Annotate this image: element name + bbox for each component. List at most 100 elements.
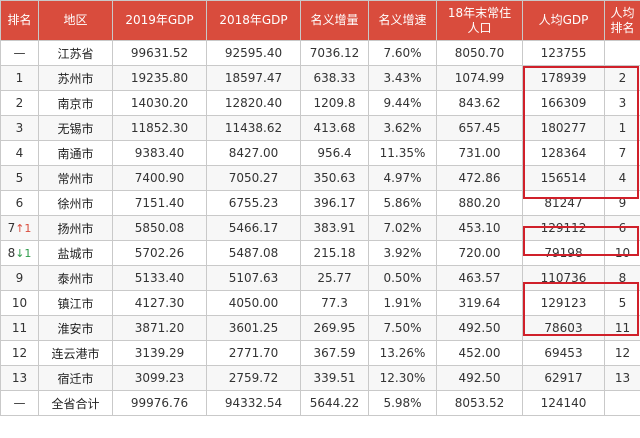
increment-cell: 1209.8 [300, 90, 369, 116]
region-cell: 镇江市 [38, 290, 113, 316]
gdp-2019-cell: 99631.52 [112, 40, 207, 66]
table-row: 9 泰州市 5133.40 5107.63 25.77 0.50% 463.57 110736… [0, 265, 640, 291]
rank-cell: 11 [0, 315, 39, 341]
per-capita-gdp-cell: 79198 [522, 240, 605, 266]
gdp-2018-cell: 6755.23 [206, 190, 301, 216]
per-capita-gdp-cell: 110736 [522, 265, 605, 291]
population-cell: 452.00 [436, 340, 523, 366]
header-population: 18年末常住 人口 [436, 0, 523, 41]
gdp-2018-cell: 11438.62 [206, 115, 301, 141]
population-cell: 1074.99 [436, 65, 523, 91]
region-cell: 南通市 [38, 140, 113, 166]
gdp-2018-cell: 5466.17 [206, 215, 301, 241]
growth-cell: 7.02% [368, 215, 437, 241]
increment-cell: 396.17 [300, 190, 369, 216]
rank-cell: — [0, 390, 39, 416]
population-cell: 463.57 [436, 265, 523, 291]
per-capita-gdp-cell: 129112 [522, 215, 605, 241]
header-per-capita-rank: 人均 排名 [604, 0, 640, 41]
per-capita-rank-cell: 10 [604, 240, 640, 266]
rank-cell: 1 [0, 65, 39, 91]
per-capita-rank-cell: 4 [604, 165, 640, 191]
growth-cell: 5.86% [368, 190, 437, 216]
growth-cell: 5.98% [368, 390, 437, 416]
rank-value: 8 [7, 246, 16, 260]
table-row: 6 徐州市 7151.40 6755.23 396.17 5.86% 880.20 81247… [0, 190, 640, 216]
gdp-2018-cell: 2759.72 [206, 365, 301, 391]
gdp-2018-cell: 4050.00 [206, 290, 301, 316]
population-cell: 8050.70 [436, 40, 523, 66]
rank-cell: 8↓1 [0, 240, 39, 266]
rank-cell: 3 [0, 115, 39, 141]
per-capita-rank-cell: 5 [604, 290, 640, 316]
table-row: — 江苏省 99631.52 92595.40 7036.12 7.60% 8050.70 1… [0, 40, 640, 66]
gdp-2018-cell: 2771.70 [206, 340, 301, 366]
gdp-2018-cell: 92595.40 [206, 40, 301, 66]
region-cell: 宿迁市 [38, 365, 113, 391]
gdp-table: 排名 地区 2019年GDP 2018年GDP 名义增量 名义增速 18年末常住… [0, 0, 640, 416]
increment-cell: 215.18 [300, 240, 369, 266]
gdp-2018-cell: 7050.27 [206, 165, 301, 191]
population-cell: 880.20 [436, 190, 523, 216]
increment-cell: 383.91 [300, 215, 369, 241]
per-capita-gdp-cell: 69453 [522, 340, 605, 366]
region-cell: 江苏省 [38, 40, 113, 66]
growth-cell: 4.97% [368, 165, 437, 191]
rank-cell: 5 [0, 165, 39, 191]
rank-cell: 10 [0, 290, 39, 316]
per-capita-rank-cell [604, 390, 640, 416]
table-row: 5 常州市 7400.90 7050.27 350.63 4.97% 472.86 15651… [0, 165, 640, 191]
increment-cell: 77.3 [300, 290, 369, 316]
per-capita-gdp-cell: 78603 [522, 315, 605, 341]
header-growth: 名义增速 [368, 0, 437, 41]
increment-cell: 269.95 [300, 315, 369, 341]
increment-cell: 339.51 [300, 365, 369, 391]
header-gdp-2019: 2019年GDP [112, 0, 207, 41]
gdp-2019-cell: 7151.40 [112, 190, 207, 216]
gdp-2018-cell: 5107.63 [206, 265, 301, 291]
per-capita-rank-cell: 12 [604, 340, 640, 366]
gdp-2018-cell: 94332.54 [206, 390, 301, 416]
gdp-2018-cell: 18597.47 [206, 65, 301, 91]
gdp-2019-cell: 7400.90 [112, 165, 207, 191]
region-cell: 常州市 [38, 165, 113, 191]
growth-cell: 13.26% [368, 340, 437, 366]
region-cell: 扬州市 [38, 215, 113, 241]
per-capita-rank-cell: 11 [604, 315, 640, 341]
rank-cell: 7↑1 [0, 215, 39, 241]
table-row: 12 连云港市 3139.29 2771.70 367.59 13.26% 452.00 69… [0, 340, 640, 366]
header-rank: 排名 [0, 0, 39, 41]
population-cell: 492.50 [436, 315, 523, 341]
gdp-2018-cell: 8427.00 [206, 140, 301, 166]
table-row: 3 无锡市 11852.30 11438.62 413.68 3.62% 657.45 180… [0, 115, 640, 141]
increment-cell: 25.77 [300, 265, 369, 291]
growth-cell: 3.92% [368, 240, 437, 266]
per-capita-gdp-cell: 180277 [522, 115, 605, 141]
table-row: 1 苏州市 19235.80 18597.47 638.33 3.43% 1074.99 17… [0, 65, 640, 91]
region-cell: 苏州市 [38, 65, 113, 91]
table-row: 4 南通市 9383.40 8427.00 956.4 11.35% 731.00 12836… [0, 140, 640, 166]
region-cell: 无锡市 [38, 115, 113, 141]
growth-cell: 1.91% [368, 290, 437, 316]
table-row: 7↑1 扬州市 5850.08 5466.17 383.91 7.02% 453.10 129… [0, 215, 640, 241]
population-cell: 8053.52 [436, 390, 523, 416]
gdp-2019-cell: 4127.30 [112, 290, 207, 316]
rank-down-icon: ↓1 [15, 247, 32, 260]
gdp-2019-cell: 14030.20 [112, 90, 207, 116]
increment-cell: 5644.22 [300, 390, 369, 416]
population-cell: 453.10 [436, 215, 523, 241]
population-cell: 319.64 [436, 290, 523, 316]
table-row: — 全省合计 99976.76 94332.54 5644.22 5.98% 8053.52… [0, 390, 640, 416]
table-body: — 江苏省 99631.52 92595.40 7036.12 7.60% 8050.70 1… [0, 40, 640, 416]
population-cell: 720.00 [436, 240, 523, 266]
population-cell: 731.00 [436, 140, 523, 166]
gdp-2018-cell: 5487.08 [206, 240, 301, 266]
increment-cell: 7036.12 [300, 40, 369, 66]
region-cell: 淮安市 [38, 315, 113, 341]
per-capita-rank-cell [604, 40, 640, 66]
per-capita-rank-cell: 3 [604, 90, 640, 116]
population-cell: 843.62 [436, 90, 523, 116]
per-capita-rank-cell: 2 [604, 65, 640, 91]
per-capita-rank-cell: 1 [604, 115, 640, 141]
